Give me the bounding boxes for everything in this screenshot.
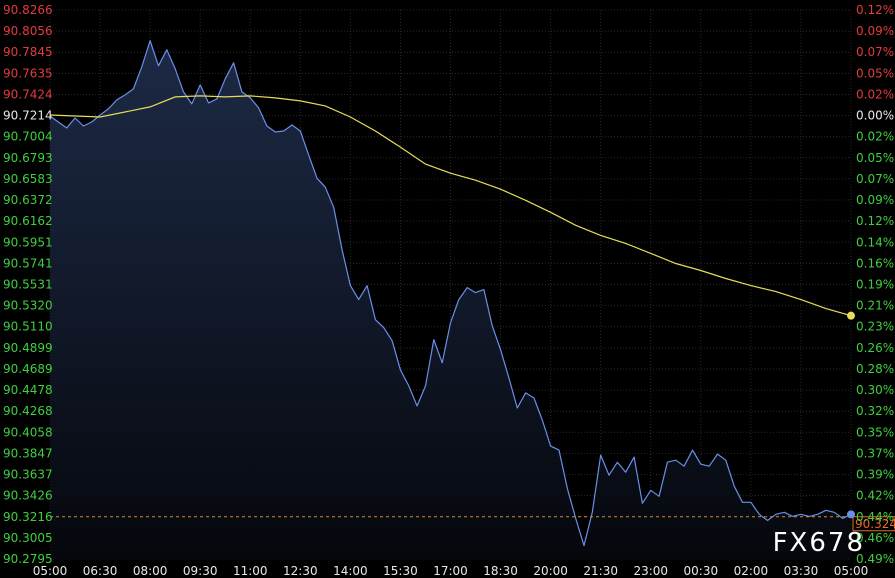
y-tick-label: 90.4478 bbox=[3, 383, 53, 397]
pct-tick-label: 0.26% bbox=[856, 341, 894, 355]
x-tick-label: 09:30 bbox=[183, 564, 218, 578]
pct-tick-label: 0.09% bbox=[856, 193, 894, 207]
y-tick-label: 90.7635 bbox=[3, 66, 53, 80]
pct-tick-label: 0.49% bbox=[856, 552, 894, 566]
pct-tick-label: 0.05% bbox=[856, 66, 894, 80]
x-tick-label: 15:30 bbox=[383, 564, 418, 578]
pct-tick-label: 0.05% bbox=[856, 151, 894, 165]
y-axis-right: 0.12% 0.09% 0.07% 0.05% 0.02% 0.00% 0.02% 0.05%… bbox=[856, 3, 894, 566]
x-tick-label: 00:30 bbox=[684, 564, 719, 578]
y-tick-label: 90.3637 bbox=[3, 468, 53, 482]
average-end-marker bbox=[847, 311, 855, 320]
pct-tick-label: 0.28% bbox=[856, 362, 894, 376]
pct-tick-label: 0.02% bbox=[856, 130, 894, 144]
x-tick-label: 20:00 bbox=[533, 564, 568, 578]
y-tick-label: 90.7424 bbox=[3, 87, 53, 101]
last-price-badge bbox=[852, 516, 895, 532]
pct-tick-label: 0.44% bbox=[856, 510, 894, 524]
x-tick-label: 11:00 bbox=[233, 564, 268, 578]
price-area-fill bbox=[50, 40, 851, 559]
x-tick-label: 12:30 bbox=[283, 564, 318, 578]
y-tick-label: 90.3005 bbox=[3, 531, 53, 545]
y-tick-label: 90.8266 bbox=[3, 3, 53, 17]
pct-tick-label: 0.39% bbox=[856, 468, 894, 482]
price-series-line bbox=[49, 40, 852, 547]
x-tick-label: 02:00 bbox=[734, 564, 769, 578]
x-tick-label: 08:00 bbox=[133, 564, 168, 578]
y-tick-label: 90.7004 bbox=[3, 130, 53, 144]
pct-tick-label: 0.02% bbox=[856, 87, 894, 101]
y-tick-label: 90.4268 bbox=[3, 404, 53, 418]
pct-tick-label: 0.00% bbox=[856, 109, 894, 123]
y-tick-label: 90.6583 bbox=[3, 172, 53, 186]
y-tick-label: 90.2795 bbox=[3, 552, 53, 566]
y-tick-label: 90.5951 bbox=[3, 235, 53, 249]
price-line-layer bbox=[49, 40, 852, 547]
x-axis: 05:00 06:30 08:00 09:30 11:00 12:30 14:00 15:30… bbox=[33, 564, 869, 578]
price-area bbox=[50, 40, 851, 559]
y-tick-label: 90.5531 bbox=[3, 278, 53, 292]
last-price-label: 90.324 bbox=[855, 517, 895, 531]
pct-tick-label: 0.35% bbox=[856, 425, 894, 439]
y-tick-label: 90.4899 bbox=[3, 341, 53, 355]
y-tick-label: 90.3847 bbox=[3, 446, 53, 460]
y-tick-label: 90.4689 bbox=[3, 362, 53, 376]
x-tick-label: 05:00 bbox=[834, 564, 869, 578]
x-tick-label: 21:30 bbox=[583, 564, 618, 578]
pct-tick-label: 0.07% bbox=[856, 45, 894, 59]
x-tick-label: 14:00 bbox=[333, 564, 368, 578]
y-tick-label: 90.7214 bbox=[3, 109, 53, 123]
y-tick-label: 90.6372 bbox=[3, 193, 53, 207]
pct-tick-label: 0.14% bbox=[856, 235, 894, 249]
x-tick-label: 06:30 bbox=[83, 564, 118, 578]
price-end-marker bbox=[847, 510, 855, 519]
pct-tick-label: 0.07% bbox=[856, 172, 894, 186]
pct-tick-label: 0.12% bbox=[856, 214, 894, 228]
x-tick-label: 03:30 bbox=[784, 564, 819, 578]
x-tick-label: 05:00 bbox=[33, 564, 68, 578]
pct-tick-label: 0.46% bbox=[856, 531, 894, 545]
y-axis-left: 90.8266 90.8056 90.7845 90.7635 90.7424 90.72… bbox=[3, 3, 53, 566]
y-tick-label: 90.8056 bbox=[3, 24, 53, 38]
y-tick-label: 90.4058 bbox=[3, 425, 53, 439]
y-tick-label: 90.5110 bbox=[3, 320, 53, 334]
pct-tick-label: 0.42% bbox=[856, 489, 894, 503]
watermark-logo: FX678 bbox=[772, 528, 865, 558]
pct-tick-label: 0.09% bbox=[856, 24, 894, 38]
pct-tick-label: 0.30% bbox=[856, 383, 894, 397]
last-price-layer: 90.324 bbox=[50, 516, 895, 532]
pct-tick-label: 0.37% bbox=[856, 446, 894, 460]
pct-tick-label: 0.19% bbox=[856, 278, 894, 292]
y-tick-label: 90.3216 bbox=[3, 510, 53, 524]
pct-tick-label: 0.16% bbox=[856, 256, 894, 270]
x-tick-label: 17:00 bbox=[433, 564, 468, 578]
x-tick-label: 23:00 bbox=[633, 564, 668, 578]
y-tick-label: 90.5320 bbox=[3, 299, 53, 313]
y-tick-label: 90.5741 bbox=[3, 256, 53, 270]
pct-tick-label: 0.12% bbox=[856, 3, 894, 17]
y-tick-label: 90.7845 bbox=[3, 45, 53, 59]
y-tick-label: 90.6793 bbox=[3, 151, 53, 165]
x-tick-label: 18:30 bbox=[483, 564, 518, 578]
endpoint-markers bbox=[847, 311, 855, 519]
pct-tick-label: 0.21% bbox=[856, 299, 894, 313]
pct-tick-label: 0.32% bbox=[856, 404, 894, 418]
y-tick-label: 90.3426 bbox=[3, 489, 53, 503]
average-series-line bbox=[49, 95, 852, 317]
average-line-layer bbox=[49, 95, 852, 317]
pct-tick-label: 0.23% bbox=[856, 320, 894, 334]
y-tick-label: 90.6162 bbox=[3, 214, 53, 228]
